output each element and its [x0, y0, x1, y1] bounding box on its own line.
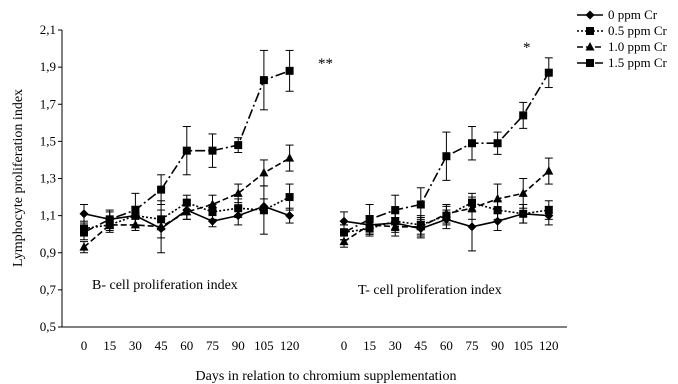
significance-marker: ** [318, 56, 333, 72]
series-line [83, 157, 291, 248]
data-point [518, 188, 528, 197]
data-point [208, 199, 217, 208]
legend-marker [586, 59, 594, 67]
y-tick-label: 1,7 [40, 96, 57, 111]
data-point [339, 216, 349, 226]
data-point [544, 206, 553, 215]
data-point [468, 139, 476, 148]
data-point [493, 139, 502, 148]
legend-marker [585, 42, 595, 51]
data-point [467, 222, 477, 232]
y-tick-label: 1,3 [40, 171, 56, 186]
legend-label: 1.0 ppm Cr [608, 39, 668, 54]
x-tick-label: 60 [440, 338, 453, 353]
data-point [285, 211, 295, 221]
data-point [233, 188, 243, 197]
data-point [79, 209, 89, 219]
data-point [234, 204, 243, 213]
x-tick-label: 0 [341, 338, 348, 353]
data-point [519, 209, 528, 218]
data-point [285, 193, 294, 202]
data-point [365, 215, 374, 224]
legend-label: 0.5 ppm Cr [608, 23, 668, 38]
x-tick-label: 105 [254, 338, 274, 353]
data-point [416, 200, 425, 209]
y-tick-label: 0,5 [40, 319, 56, 334]
data-point [156, 221, 166, 231]
y-tick-label: 1,5 [40, 133, 56, 148]
data-point [391, 206, 400, 215]
data-point [340, 228, 348, 237]
data-point [519, 111, 528, 120]
y-tick-label: 1,9 [40, 59, 56, 74]
x-tick-label: 15 [363, 338, 376, 353]
x-tick-label: 60 [180, 338, 193, 353]
data-point [390, 221, 400, 231]
y-tick-label: 0,7 [40, 282, 57, 297]
data-point [131, 206, 140, 215]
data-point [157, 185, 166, 194]
data-point [339, 236, 349, 246]
x-tick-label: 0 [81, 338, 88, 353]
x-axis-label: Days in relation to chromium supplementa… [196, 369, 457, 384]
y-tick-label: 1,1 [40, 208, 56, 223]
panel-label: B- cell proliferation index [92, 278, 238, 293]
x-tick-label: 30 [129, 338, 142, 353]
tick-group: 0,5 0,7 0,9 1,1 1,3 1,5 1,7 1,9 2,1 0 15 30 45 60 75 90… [40, 22, 559, 353]
data-point [80, 228, 88, 237]
axes-group: Lymphocyte proliferation index Days in r… [11, 30, 567, 384]
x-tick-label: 75 [466, 338, 479, 353]
data-point [285, 153, 295, 162]
x-tick-label: 45 [155, 338, 168, 353]
legend-label: 0 ppm Cr [608, 7, 658, 22]
x-tick-label: 105 [513, 338, 533, 353]
significance-marker: * [523, 40, 531, 56]
data-point [105, 215, 114, 224]
data-point [493, 193, 503, 203]
legend-label: 1.5 ppm Cr [608, 55, 668, 70]
data-point [285, 66, 294, 75]
x-tick-label: 90 [232, 338, 245, 353]
x-tick-label: 90 [491, 338, 504, 353]
y-tick-label: 2,1 [40, 22, 56, 37]
legend-marker [585, 10, 595, 20]
legend: 0 ppm Cr0.5 ppm Cr1.0 ppm Cr1.5 ppm Cr [577, 7, 668, 70]
x-tick-label: 15 [103, 338, 116, 353]
data-point [259, 206, 268, 215]
data-point [441, 208, 451, 218]
data-point [259, 76, 268, 85]
x-tick-label: 120 [280, 338, 300, 353]
plot-group: B- cell proliferation index ** T- cell pro… [79, 40, 554, 298]
data-point [182, 206, 192, 216]
data-point [544, 68, 553, 77]
y-axis-label: Lymphocyte proliferation index [11, 89, 26, 267]
y-tick-label: 0,9 [40, 245, 56, 260]
data-point [442, 152, 451, 161]
x-tick-label: 45 [414, 338, 427, 353]
data-point [234, 141, 243, 150]
data-point [182, 146, 191, 155]
x-tick-label: 75 [206, 338, 219, 353]
series-line [343, 72, 550, 234]
data-point [182, 198, 191, 207]
panel-label: T- cell proliferation index [358, 283, 502, 298]
data-point [416, 221, 426, 231]
data-point [467, 203, 477, 212]
data-point [259, 167, 269, 177]
data-point [79, 242, 89, 251]
x-tick-label: 120 [539, 338, 559, 353]
legend-marker [586, 27, 594, 35]
data-point [544, 166, 554, 175]
x-tick-label: 30 [389, 338, 402, 353]
data-point [208, 146, 217, 155]
